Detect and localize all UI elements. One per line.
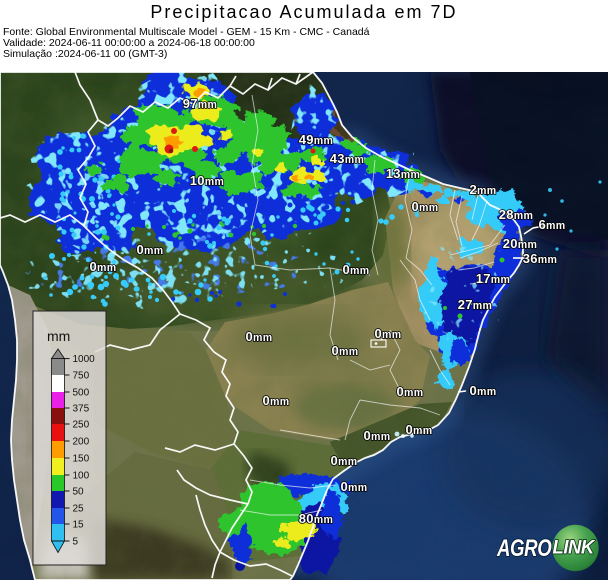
svg-text:100: 100	[73, 471, 90, 482]
svg-text:36mm: 36mm	[523, 251, 558, 266]
svg-text:0mm: 0mm	[364, 428, 391, 443]
svg-text:200: 200	[73, 437, 90, 448]
svg-text:50: 50	[73, 487, 85, 498]
svg-text:0mm: 0mm	[406, 422, 433, 437]
svg-text:0mm: 0mm	[343, 262, 370, 277]
svg-text:0mm: 0mm	[263, 393, 290, 408]
svg-text:0mm: 0mm	[246, 329, 273, 344]
svg-text:0mm: 0mm	[332, 343, 359, 358]
svg-text:28mm: 28mm	[499, 207, 534, 222]
svg-text:150: 150	[73, 454, 90, 465]
svg-text:13mm: 13mm	[386, 166, 421, 181]
svg-text:6mm: 6mm	[539, 217, 566, 232]
svg-text:0mm: 0mm	[341, 479, 368, 494]
svg-text:25: 25	[73, 504, 85, 515]
svg-text:1000: 1000	[73, 354, 96, 365]
svg-text:0mm: 0mm	[470, 383, 497, 398]
svg-text:0mm: 0mm	[412, 199, 439, 214]
svg-text:LINK: LINK	[553, 537, 596, 559]
svg-text:mm: mm	[47, 328, 70, 344]
svg-text:17mm: 17mm	[476, 271, 511, 286]
svg-text:0mm: 0mm	[331, 453, 358, 468]
svg-text:43mm: 43mm	[330, 151, 365, 166]
svg-text:0mm: 0mm	[397, 384, 424, 399]
svg-text:2mm: 2mm	[470, 182, 497, 197]
svg-text:0mm: 0mm	[137, 242, 164, 257]
svg-text:0mm: 0mm	[90, 259, 117, 274]
svg-text:375: 375	[73, 404, 90, 415]
svg-text:10mm: 10mm	[190, 173, 225, 188]
svg-text:250: 250	[73, 420, 90, 431]
svg-text:20mm: 20mm	[503, 236, 538, 251]
svg-text:97mm: 97mm	[183, 96, 218, 111]
svg-text:750: 750	[73, 371, 90, 382]
svg-text:15: 15	[73, 520, 85, 531]
svg-text:5: 5	[73, 537, 79, 548]
svg-text:49mm: 49mm	[299, 132, 334, 147]
svg-text:80mm: 80mm	[299, 511, 334, 526]
svg-text:500: 500	[73, 388, 90, 399]
svg-text:AGRO: AGRO	[496, 533, 552, 561]
svg-text:0mm: 0mm	[375, 326, 402, 341]
svg-text:27mm: 27mm	[458, 297, 493, 312]
